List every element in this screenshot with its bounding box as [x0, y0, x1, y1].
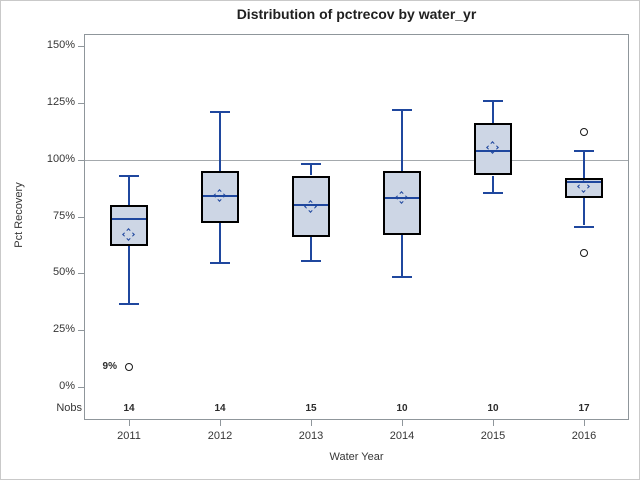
x-tick-label: 2014	[389, 430, 415, 442]
box	[201, 171, 239, 223]
median-line	[567, 181, 601, 183]
x-tick	[311, 420, 312, 426]
upper-whisker-cap	[210, 111, 230, 113]
box	[565, 178, 603, 198]
outlier-point	[125, 363, 133, 371]
lower-whisker-line	[401, 235, 403, 276]
nobs-row-label: Nobs	[56, 402, 82, 414]
lower-whisker-cap	[119, 303, 139, 305]
median-line	[112, 218, 146, 220]
y-tick-label: 150%	[46, 39, 75, 51]
nobs-value: 10	[396, 403, 408, 414]
lower-whisker-line	[310, 237, 312, 260]
lower-whisker-cap	[210, 262, 230, 264]
nobs-value: 14	[214, 403, 226, 414]
y-tick	[78, 273, 84, 274]
y-tick	[78, 160, 84, 161]
nobs-value: 14	[123, 403, 135, 414]
lower-whisker-line	[128, 246, 130, 303]
reference-line	[85, 160, 628, 161]
upper-whisker-line	[310, 164, 312, 175]
x-axis-title: Water Year	[329, 451, 384, 463]
upper-whisker-cap	[574, 150, 594, 152]
y-tick-label: 25%	[52, 323, 75, 335]
y-tick-label: 50%	[52, 266, 75, 278]
outlier-point	[580, 128, 588, 136]
x-tick	[493, 420, 494, 426]
x-tick	[402, 420, 403, 426]
lower-whisker-line	[492, 176, 494, 192]
upper-whisker-cap	[301, 163, 321, 165]
lower-whisker-cap	[392, 276, 412, 278]
median-line	[203, 195, 237, 197]
upper-whisker-line	[583, 151, 585, 178]
upper-whisker-line	[401, 110, 403, 171]
upper-whisker-cap	[483, 100, 503, 102]
box	[110, 205, 148, 246]
box	[292, 176, 330, 237]
upper-whisker-line	[492, 101, 494, 124]
nobs-value: 15	[305, 403, 317, 414]
upper-whisker-line	[219, 112, 221, 171]
y-axis-title: Pct Recovery	[13, 182, 25, 248]
lower-whisker-cap	[574, 226, 594, 228]
x-tick	[220, 420, 221, 426]
box	[474, 123, 512, 175]
y-tick-label: 75%	[52, 210, 75, 222]
upper-whisker-cap	[119, 175, 139, 177]
y-tick	[78, 217, 84, 218]
y-tick	[78, 103, 84, 104]
y-tick	[78, 330, 84, 331]
x-tick-label: 2016	[571, 430, 597, 442]
x-tick-label: 2015	[480, 430, 506, 442]
x-tick	[129, 420, 130, 426]
lower-whisker-cap	[301, 260, 321, 262]
median-line	[294, 204, 328, 206]
x-tick-label: 2011	[117, 430, 141, 442]
median-line	[385, 197, 419, 199]
lower-whisker-line	[219, 223, 221, 262]
nobs-value: 17	[578, 403, 590, 414]
outlier-label: 9%	[102, 361, 117, 372]
nobs-value: 10	[487, 403, 499, 414]
plot-frame	[84, 34, 629, 420]
lower-whisker-line	[583, 198, 585, 225]
y-tick-label: 100%	[46, 153, 75, 165]
upper-whisker-cap	[392, 109, 412, 111]
x-tick	[584, 420, 585, 426]
median-line	[476, 150, 510, 152]
y-tick	[78, 46, 84, 47]
x-tick-label: 2012	[207, 430, 233, 442]
outlier-point	[580, 249, 588, 257]
y-tick-label: 0%	[59, 380, 75, 392]
chart-title: Distribution of pctrecov by water_yr	[236, 6, 477, 22]
y-tick	[78, 387, 84, 388]
lower-whisker-cap	[483, 192, 503, 194]
x-tick-label: 2013	[298, 430, 324, 442]
upper-whisker-line	[128, 176, 130, 206]
box	[383, 171, 421, 235]
y-tick-label: 125%	[46, 96, 75, 108]
